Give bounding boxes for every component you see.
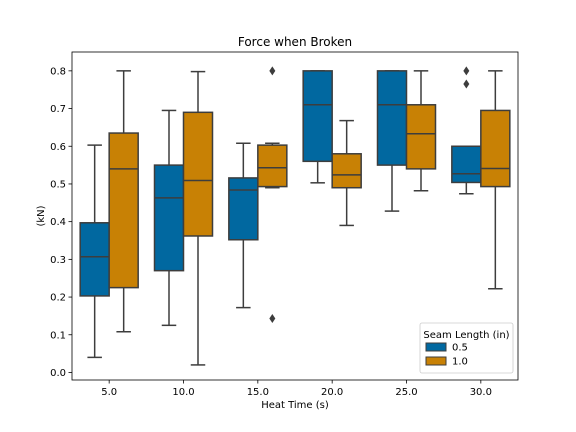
box-iqr: [331, 153, 362, 189]
box-group: [302, 70, 333, 184]
outlier-point: [463, 66, 470, 76]
x-tick-label: 10.0: [172, 387, 194, 398]
box-group: [257, 66, 288, 324]
box-iqr: [182, 111, 214, 237]
x-tick-label: 15.0: [247, 387, 269, 398]
box-iqr: [79, 222, 110, 297]
legend-label: 0.5: [452, 343, 468, 354]
box-group: [153, 109, 185, 327]
box-group: [480, 70, 511, 290]
box-group: [331, 119, 362, 227]
legend-swatch: [425, 342, 447, 352]
boxes-layer: [79, 66, 511, 366]
legend-label: 1.0: [452, 357, 468, 368]
x-tick-label: 5.0: [101, 387, 117, 398]
box-group: [182, 70, 214, 366]
box-group: [405, 70, 437, 192]
y-axis-label: (kN): [36, 205, 47, 226]
y-tick-label: 0.5: [50, 179, 66, 190]
x-tick-label: 30.0: [470, 387, 492, 398]
outlier-point: [269, 314, 276, 324]
box-iqr: [376, 70, 408, 166]
box-group: [108, 70, 139, 333]
x-tick-label: 25.0: [395, 387, 417, 398]
box-iqr: [451, 145, 482, 184]
y-tick-label: 0.2: [50, 293, 66, 304]
y-tick-label: 0.4: [50, 217, 66, 228]
box-iqr: [405, 104, 437, 170]
x-tick-label: 20.0: [321, 387, 343, 398]
outlier-point: [269, 66, 276, 76]
legend: Seam Length (in) 0.5 1.0: [419, 322, 514, 374]
legend-title: Seam Length (in): [423, 330, 509, 341]
box-group: [228, 142, 259, 309]
y-tick-label: 0.7: [50, 104, 66, 115]
y-tick-label: 0.0: [50, 368, 66, 379]
outlier-point: [463, 79, 470, 89]
box-group: [79, 144, 110, 359]
y-tick-label: 0.8: [50, 66, 66, 77]
plot-area: 0.0 0.1 0.2 0.3 0.4 0.5 0.6 0.7 0.8 5.0 10.0 15.0 2…: [50, 51, 519, 398]
box-group: [451, 66, 482, 195]
y-tick-label: 0.3: [50, 255, 66, 266]
y-axis: 0.0 0.1 0.2 0.3 0.4 0.5 0.6 0.7 0.8: [50, 66, 72, 379]
x-axis-label: Heat Time (s): [261, 400, 329, 411]
chart-title: Force when Broken: [238, 35, 352, 49]
box-iqr: [228, 177, 259, 241]
y-tick-label: 0.6: [50, 142, 66, 153]
box-iqr: [153, 164, 185, 272]
box-iqr: [108, 132, 139, 289]
box-iqr: [480, 109, 511, 188]
box-iqr: [302, 70, 333, 163]
plot-frame: [71, 51, 519, 381]
box-iqr: [257, 144, 288, 188]
y-tick-label: 0.1: [50, 330, 66, 341]
legend-swatch: [425, 356, 447, 366]
x-axis: 5.0 10.0 15.0 20.0 25.0 30.0: [101, 380, 492, 398]
